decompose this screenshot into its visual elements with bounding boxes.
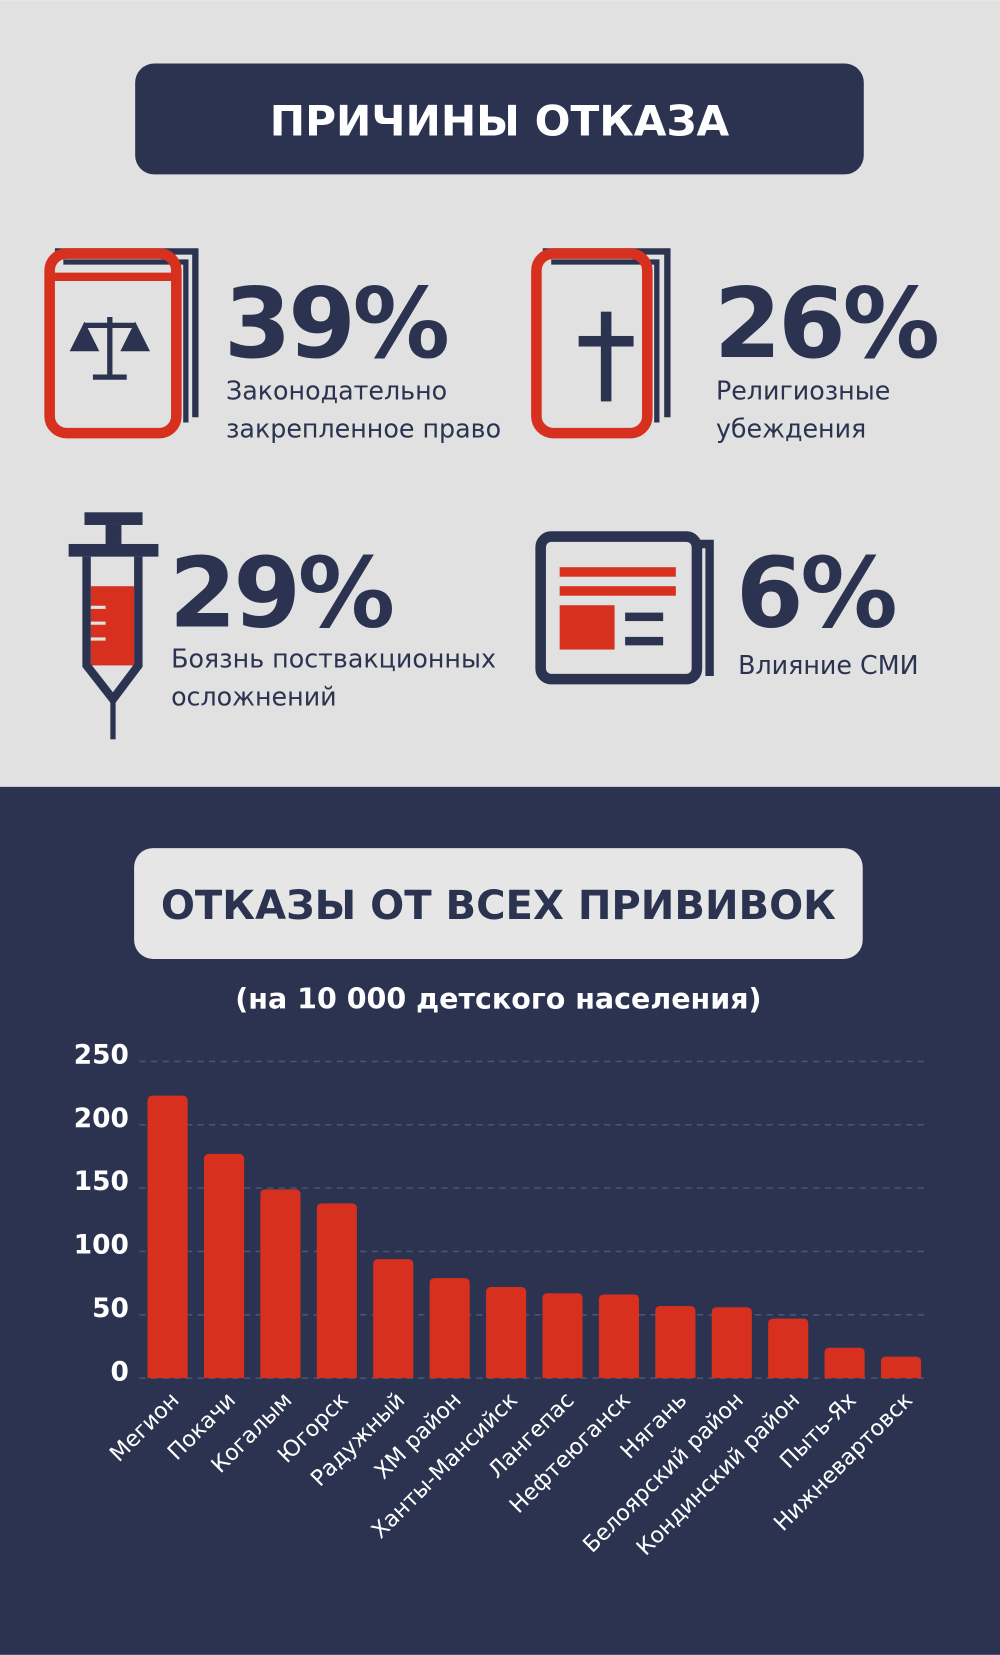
syringe-icon: [68, 512, 159, 740]
bar: [203, 1153, 245, 1379]
y-tick-label: 100: [74, 1231, 129, 1261]
bar: [429, 1278, 470, 1379]
reason-label: убеждения: [716, 413, 866, 443]
bar: [880, 1356, 922, 1379]
reason-label: Боязнь поствакционных: [171, 644, 496, 674]
reason-percent: 29%: [169, 536, 393, 649]
reason-label: закрепленное право: [226, 413, 501, 443]
y-tick-label: 200: [74, 1104, 129, 1134]
bar: [598, 1294, 640, 1379]
bar: [486, 1286, 527, 1379]
title: ПРИЧИНЫ ОТКАЗА: [270, 96, 730, 145]
bar: [824, 1347, 865, 1379]
y-tick-label: 150: [74, 1167, 129, 1197]
y-tick-label: 50: [92, 1294, 129, 1324]
bar: [542, 1293, 583, 1379]
bar: [260, 1189, 301, 1379]
religion-book-icon: [531, 248, 671, 439]
title-box: [135, 63, 864, 175]
y-tick-label: 250: [74, 1041, 129, 1071]
chart-title-box: [134, 848, 863, 959]
reason-percent: 26%: [714, 267, 938, 380]
chart-subtitle: (на 10 000 детского населения): [235, 983, 761, 1016]
y-tick-label: 0: [110, 1357, 128, 1387]
reason-label: Законодательно: [226, 375, 447, 405]
bar: [768, 1318, 809, 1379]
reason-label: осложнений: [171, 682, 337, 712]
reason-percent: 6%: [736, 536, 895, 649]
bar: [147, 1095, 188, 1379]
law-book-icon: [44, 248, 199, 439]
reason-percent: 39%: [224, 267, 448, 380]
bar: [373, 1259, 414, 1379]
bar: [655, 1305, 696, 1379]
newspaper-icon: [535, 531, 714, 685]
reason-label: Влияние СМИ: [738, 650, 918, 680]
chart-title: ОТКАЗЫ ОТ ВСЕХ ПРИВИВОК: [161, 883, 836, 929]
bar: [711, 1307, 752, 1379]
bar: [316, 1203, 357, 1379]
reason-label: Религиозные: [716, 375, 890, 405]
